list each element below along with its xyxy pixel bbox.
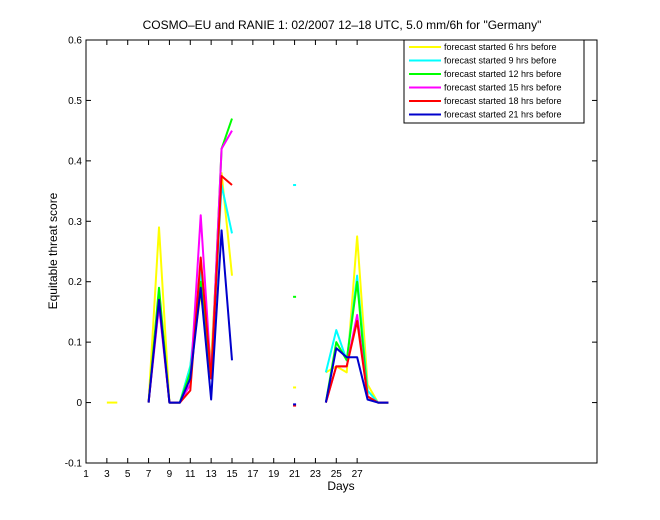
x-tick-label: 11 [185, 469, 196, 480]
x-tick-label: 7 [146, 469, 152, 480]
series-line [324, 347, 389, 404]
chart-title: COSMO–EU and RANIE 1: 02/2007 12–18 UTC,… [143, 18, 542, 32]
legend-entry: forecast started 18 hrs before [444, 96, 562, 106]
y-tick-label: 0.1 [68, 338, 82, 349]
y-tick-label: 0 [76, 398, 82, 409]
series-5 [147, 229, 389, 406]
legend: forecast started 6 hrs before forecast st… [403, 39, 585, 124]
x-tick-label: 9 [167, 469, 173, 480]
x-tick-label: 1 [83, 469, 89, 480]
x-tick-label: 15 [226, 469, 238, 480]
legend-entry: forecast started 21 hrs before [444, 110, 562, 120]
x-tick-label: 25 [331, 469, 343, 480]
ticks-layer: 1 3 5 7 9 11 13 15 17 19 21 23 25 27-0.100.10.20.30.4… [65, 36, 597, 480]
legend-entry: forecast started 6 hrs before [444, 42, 557, 52]
x-tick-label: 21 [289, 469, 301, 480]
x-tick-label: 3 [104, 469, 110, 480]
y-tick-label: 0.2 [68, 277, 82, 288]
y-tick-label: 0.6 [68, 36, 82, 47]
x-tick-label: 5 [125, 469, 131, 480]
series-line [147, 229, 233, 404]
legend-entry: forecast started 9 hrs before [444, 56, 557, 66]
x-axis-label: Days [327, 479, 354, 493]
x-tick-label: 23 [310, 469, 322, 480]
legend-entry: forecast started 15 hrs before [444, 83, 562, 93]
y-tick-label: -0.1 [65, 459, 83, 470]
legend-entry: forecast started 12 hrs before [444, 69, 562, 79]
y-axis-label: Equitable threat score [46, 192, 60, 309]
y-tick-label: 0.3 [68, 217, 82, 228]
x-tick-label: 13 [206, 469, 218, 480]
y-tick-label: 0.4 [68, 156, 82, 167]
x-tick-label: 19 [268, 469, 280, 480]
series-layer [106, 118, 389, 407]
legend-box [403, 39, 585, 124]
x-tick-label: 27 [352, 469, 364, 480]
y-tick-label: 0.5 [68, 96, 82, 107]
x-tick-label: 17 [247, 469, 259, 480]
